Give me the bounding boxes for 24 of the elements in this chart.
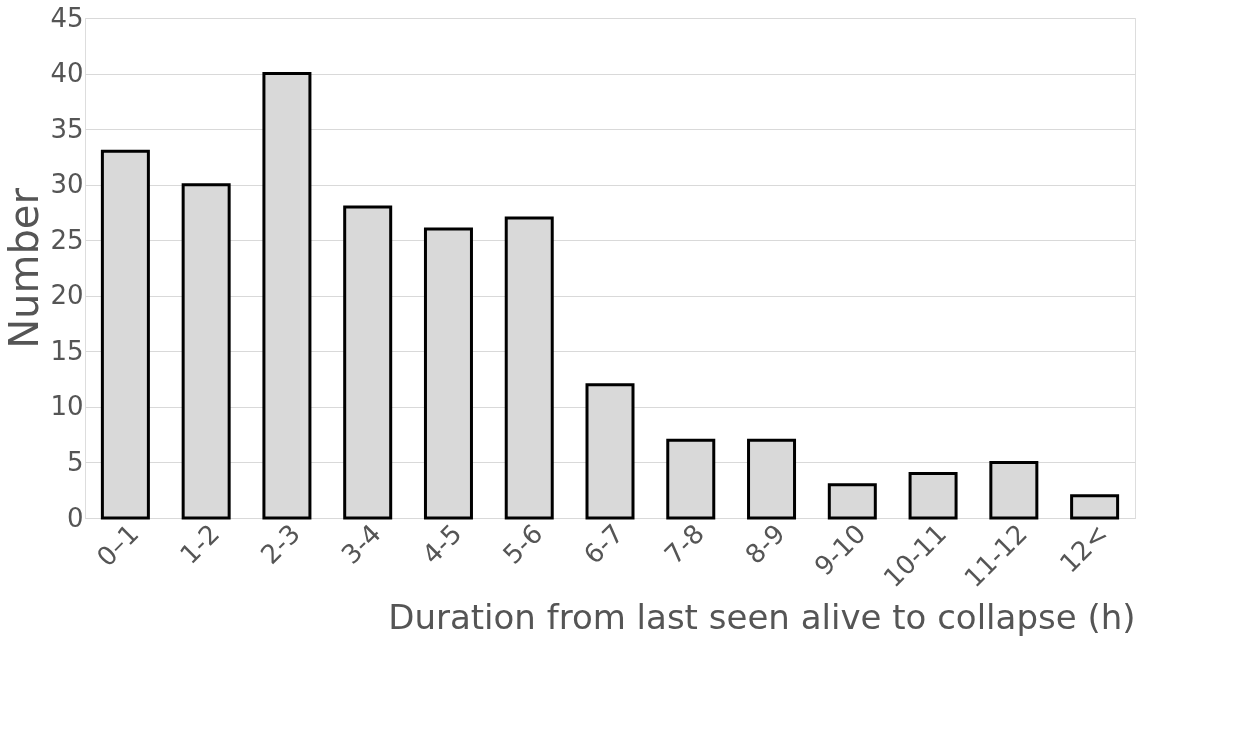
x-tick-label: 7-8: [658, 518, 710, 570]
x-tick-label: 4-5: [416, 518, 468, 570]
x-tick-label: 2-3: [254, 518, 307, 570]
y-tick-label: 25: [50, 224, 84, 255]
x-tick-label: 3-4: [335, 518, 387, 570]
y-tick-label: 15: [50, 335, 84, 366]
y-tick-label: 35: [50, 113, 84, 144]
y-tick-label: 0: [66, 502, 84, 533]
y-tick-label: 10: [50, 391, 84, 422]
bar: [1070, 494, 1120, 520]
x-tick-label: 0–1: [90, 518, 145, 573]
y-tick-label: 45: [50, 2, 84, 33]
y-tick-label: 30: [50, 169, 84, 200]
x-tick-label: 5-6: [497, 518, 549, 570]
y-axis-title: Number: [1, 187, 48, 349]
x-tick-label: 1-2: [174, 518, 226, 570]
bar: [827, 483, 877, 520]
x-axis-title: Duration from last seen alive to collapse (h): [388, 597, 1136, 638]
y-tick-label: 40: [50, 58, 84, 89]
y-tick-label: 20: [50, 280, 84, 311]
y-tick-label: 5: [66, 446, 84, 477]
x-tick-label: 8-9: [739, 518, 791, 570]
x-tick-label: 6-7: [577, 518, 630, 570]
bar: [908, 472, 958, 520]
